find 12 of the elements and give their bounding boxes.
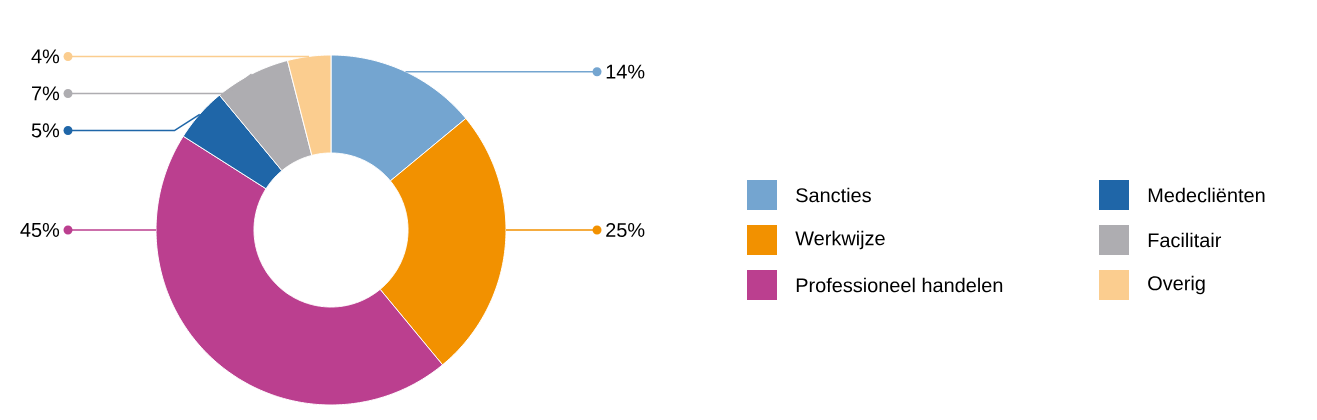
legend-label: Sancties <box>796 187 871 203</box>
data-label: 7% <box>32 86 60 101</box>
legend-label: Professioneel handelen <box>796 277 1003 293</box>
legend-label: Werkwijze <box>795 230 885 250</box>
legend-label: Medecliënten <box>1148 187 1265 203</box>
data-label: 4% <box>31 49 60 64</box>
data-label: 5% <box>31 123 60 138</box>
data-label: 14% <box>606 64 645 79</box>
legend-label: Facilitair <box>1148 232 1222 248</box>
legend-label: Overig <box>1148 275 1205 295</box>
data-label: 45% <box>20 222 60 237</box>
data-label: 25% <box>606 222 645 238</box>
